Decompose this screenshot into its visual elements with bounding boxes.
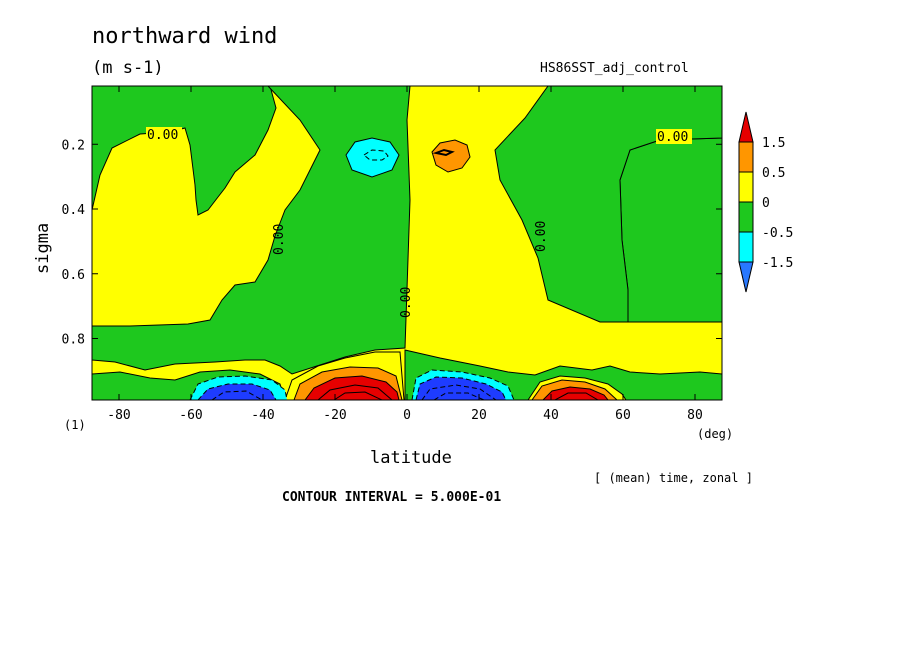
chart-title: northward wind <box>92 24 278 49</box>
contour-label-bg <box>656 129 692 144</box>
x-tick-label: 20 <box>471 408 487 423</box>
y-axis: 0.2 0.4 0.6 0.8 <box>62 138 722 347</box>
x-tick-label: -40 <box>251 408 274 423</box>
x-tick-label: 60 <box>615 408 631 423</box>
contour-sh-neg-surface-1.5 <box>197 383 277 400</box>
x-tick-label: 80 <box>687 408 703 423</box>
negative-region-sh-high-lat <box>92 86 277 216</box>
y-tick-label: 0.2 <box>62 138 85 153</box>
legend-label: -0.5 <box>762 226 793 241</box>
negative-region-sh-subtropics <box>92 86 411 375</box>
x-tick-label: 0 <box>403 408 411 423</box>
legend-swatch <box>738 231 754 263</box>
x-axis-title: latitude <box>370 448 452 468</box>
x-axis: -80 -60 -40 -20 0 20 40 60 80 <box>107 86 703 423</box>
x-unit-label: (deg) <box>697 427 733 441</box>
contour-label: 0.00 <box>147 128 178 143</box>
legend-label: 0.5 <box>762 166 785 181</box>
units-label: (m s-1) <box>92 58 164 78</box>
color-legend: 1.5 0.5 0 -0.5 -1.5 <box>738 111 793 293</box>
contour-nh-neg-surface-1.5 <box>415 376 507 400</box>
contour-label: 0.00 <box>272 224 287 255</box>
contour-interval-label: CONTOUR INTERVAL = 5.000E-01 <box>282 490 501 505</box>
legend-arrow-high <box>738 111 754 143</box>
run-label: HS86SST_adj_control <box>540 61 689 76</box>
contour-upper-negative-core <box>363 149 389 161</box>
contour-sh-surface-2.5 <box>333 391 383 400</box>
contour-label: 0.00 <box>399 287 414 318</box>
contour-fill <box>92 86 722 400</box>
contour-label-bg <box>146 127 182 142</box>
legend-swatch <box>738 201 754 233</box>
legend-label: 0 <box>762 196 770 211</box>
y-tick-label: 0.6 <box>62 268 85 283</box>
legend-arrow-low <box>738 261 754 293</box>
legend-label: -1.5 <box>762 256 793 271</box>
contour-label: 0.00 <box>534 221 549 252</box>
x-tick-label: 40 <box>543 408 559 423</box>
legend-swatch <box>738 171 754 203</box>
contour-sh-surface-1.5 <box>304 375 400 400</box>
x-tick-label: -80 <box>107 408 130 423</box>
contour-upper-positive-core <box>432 148 455 157</box>
contour-nh-neg-surface-2.5 <box>433 392 485 400</box>
contour-sh-surface-2.0 <box>317 384 393 400</box>
contour-upper-positive-cell <box>431 139 471 173</box>
x-tick-label: -20 <box>323 408 346 423</box>
y-tick-label: 0.4 <box>62 203 86 218</box>
y-axis-title: sigma <box>33 223 53 274</box>
x-tick-label: -60 <box>179 408 202 423</box>
contour-upper-negative-cell <box>345 137 400 178</box>
legend-label: 1.5 <box>762 136 785 151</box>
averaging-note: [ (mean) time, zonal ] <box>594 471 753 485</box>
legend-swatch <box>738 141 754 173</box>
contour-nh-surface-2.0 <box>554 392 599 400</box>
y-tick-label: 0.8 <box>62 332 85 347</box>
contour-labels: 0.00 0.00 0.00 0.00 0.00 <box>146 127 692 318</box>
contour-label: 0.00 <box>657 130 688 145</box>
contour-sh-neg-surface-2.0 <box>211 390 263 400</box>
y-corner-label: (1) <box>64 418 86 432</box>
contour-nh-neg-surface-2.0 <box>421 384 497 400</box>
